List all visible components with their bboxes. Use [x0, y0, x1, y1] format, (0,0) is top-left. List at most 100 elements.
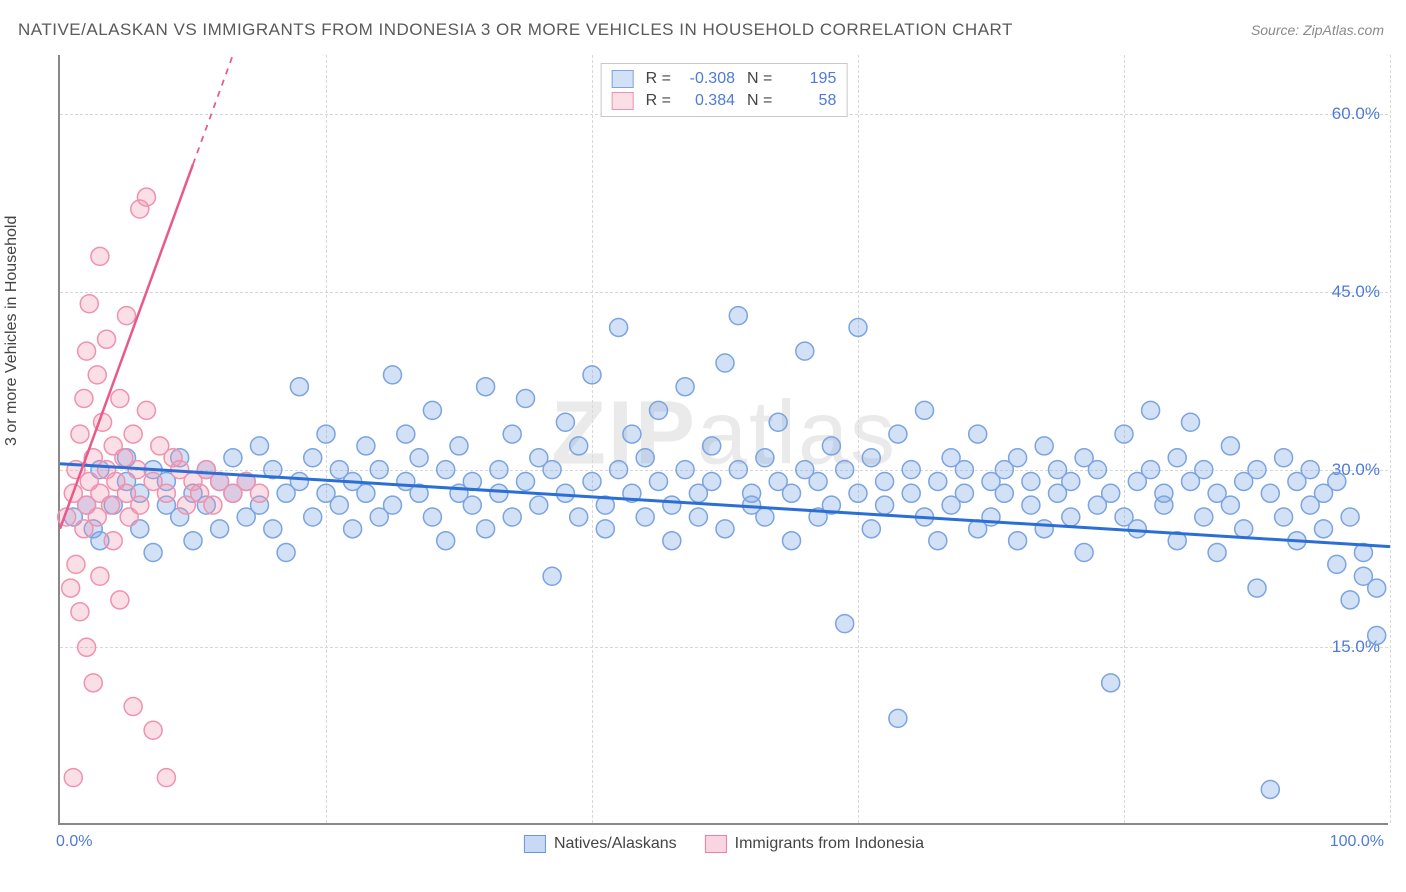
- data-point: [317, 425, 335, 443]
- data-point: [91, 247, 109, 265]
- data-point: [729, 461, 747, 479]
- data-point: [384, 366, 402, 384]
- data-point: [610, 461, 628, 479]
- data-point: [543, 567, 561, 585]
- data-point: [1315, 520, 1333, 538]
- data-point: [1009, 449, 1027, 467]
- data-point: [423, 508, 441, 526]
- data-point: [1142, 461, 1160, 479]
- data-point: [822, 437, 840, 455]
- x-tick-100: 100.0%: [1330, 833, 1384, 851]
- data-point: [1022, 472, 1040, 490]
- data-point: [916, 401, 934, 419]
- data-point: [80, 295, 98, 313]
- r-value-series2: 0.384: [679, 92, 735, 110]
- data-point: [251, 484, 269, 502]
- data-point: [969, 425, 987, 443]
- data-point: [111, 390, 129, 408]
- data-point: [703, 437, 721, 455]
- data-point: [1168, 449, 1186, 467]
- scatter-svg: [60, 55, 1388, 823]
- data-point: [78, 342, 96, 360]
- data-point: [357, 437, 375, 455]
- data-point: [264, 520, 282, 538]
- data-point: [157, 484, 175, 502]
- data-point: [124, 425, 142, 443]
- data-point: [204, 496, 222, 514]
- data-point: [344, 520, 362, 538]
- data-point: [1195, 508, 1213, 526]
- data-point: [836, 615, 854, 633]
- data-point: [1155, 484, 1173, 502]
- data-point: [995, 484, 1013, 502]
- swatch-series2: [612, 92, 634, 110]
- data-point: [929, 532, 947, 550]
- data-point: [277, 544, 295, 562]
- swatch-series1: [524, 835, 546, 853]
- data-point: [62, 579, 80, 597]
- data-point: [1009, 532, 1027, 550]
- data-point: [370, 461, 388, 479]
- data-point: [1142, 401, 1160, 419]
- data-point: [71, 425, 89, 443]
- x-tick-0: 0.0%: [56, 833, 92, 851]
- stats-legend: R = -0.308 N = 195 R = 0.384 N = 58: [601, 63, 848, 117]
- data-point: [1368, 626, 1386, 644]
- data-point: [290, 378, 308, 396]
- data-point: [783, 532, 801, 550]
- data-point: [304, 449, 322, 467]
- data-point: [583, 366, 601, 384]
- data-point: [1088, 461, 1106, 479]
- data-point: [783, 484, 801, 502]
- data-point: [184, 532, 202, 550]
- data-point: [610, 318, 628, 336]
- data-point: [91, 567, 109, 585]
- data-point: [211, 520, 229, 538]
- series-legend: Natives/Alaskans Immigrants from Indones…: [524, 835, 924, 853]
- r-value-series1: -0.308: [679, 70, 735, 88]
- data-point: [556, 413, 574, 431]
- data-point: [756, 508, 774, 526]
- data-point: [503, 508, 521, 526]
- data-point: [1221, 437, 1239, 455]
- data-point: [1261, 484, 1279, 502]
- data-point: [623, 425, 641, 443]
- data-point: [1368, 579, 1386, 597]
- data-point: [78, 638, 96, 656]
- data-point: [1341, 591, 1359, 609]
- data-point: [67, 555, 85, 573]
- data-point: [1221, 496, 1239, 514]
- data-point: [889, 709, 907, 727]
- data-point: [437, 461, 455, 479]
- data-point: [1182, 413, 1200, 431]
- n-value-series1: 195: [780, 70, 836, 88]
- data-point: [929, 472, 947, 490]
- data-point: [756, 449, 774, 467]
- data-point: [1261, 780, 1279, 798]
- data-point: [144, 721, 162, 739]
- data-point: [437, 532, 455, 550]
- data-point: [716, 520, 734, 538]
- data-point: [663, 532, 681, 550]
- data-point: [224, 449, 242, 467]
- data-point: [104, 532, 122, 550]
- data-point: [1062, 472, 1080, 490]
- data-point: [144, 544, 162, 562]
- chart-title: NATIVE/ALASKAN VS IMMIGRANTS FROM INDONE…: [18, 20, 1013, 40]
- data-point: [1035, 437, 1053, 455]
- data-point: [796, 342, 814, 360]
- data-point: [397, 425, 415, 443]
- data-point: [1235, 520, 1253, 538]
- legend-item-series1: Natives/Alaskans: [524, 835, 677, 853]
- data-point: [124, 698, 142, 716]
- data-point: [102, 496, 120, 514]
- trend-line-dashed: [193, 55, 233, 164]
- data-point: [1022, 496, 1040, 514]
- data-point: [1248, 461, 1266, 479]
- data-point: [463, 496, 481, 514]
- data-point: [131, 496, 149, 514]
- data-point: [1075, 544, 1093, 562]
- data-point: [1035, 520, 1053, 538]
- data-point: [137, 188, 155, 206]
- data-point: [543, 461, 561, 479]
